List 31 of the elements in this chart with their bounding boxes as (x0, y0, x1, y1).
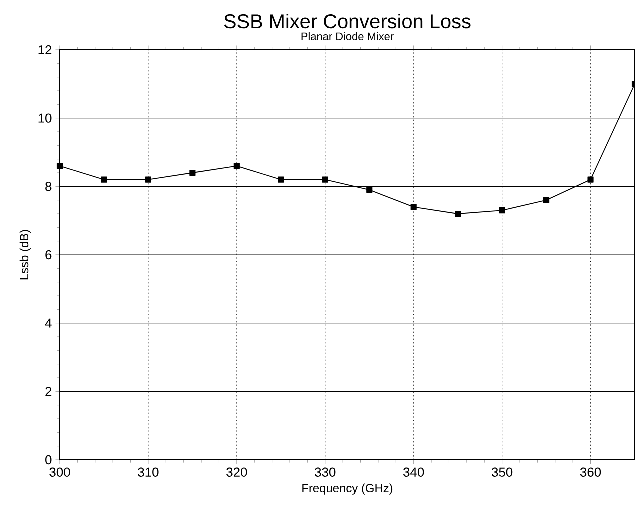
x-tick-label: 310 (138, 468, 159, 477)
x-tick-label: 350 (492, 468, 513, 477)
y-tick-label: 6 (46, 250, 52, 260)
point (322, 176, 328, 183)
x-axis-title: Frequency (GHz) (302, 484, 393, 495)
y-tick-label: 8 (46, 182, 52, 192)
y-axis-title: Lssb (dB) (20, 230, 31, 280)
point (278, 176, 284, 183)
y-tick-label: 10 (38, 114, 52, 123)
chart-subtitle: Planar Diode Mixer (302, 32, 394, 40)
y-tick-label: 2 (46, 387, 52, 396)
point (56, 163, 64, 170)
point (455, 210, 462, 218)
x-tick-label: 320 (226, 468, 248, 477)
point (410, 204, 417, 210)
point (366, 187, 373, 194)
x-tick-label: 300 (50, 468, 70, 477)
y-tick-label: 0 (46, 455, 52, 465)
point (588, 176, 594, 183)
y-tick-label: 12 (38, 45, 52, 55)
point (544, 197, 550, 204)
point (101, 176, 108, 183)
chart-title: SSB Mixer Conversion Loss (224, 14, 471, 29)
y-tick-label: 4 (45, 318, 52, 328)
point (499, 208, 506, 214)
point (190, 170, 196, 176)
point (234, 163, 240, 170)
x-tick-label: 360 (580, 468, 602, 477)
x-tick-label: 330 (315, 468, 336, 477)
x-tick-label: 340 (404, 468, 424, 477)
point (145, 176, 152, 183)
